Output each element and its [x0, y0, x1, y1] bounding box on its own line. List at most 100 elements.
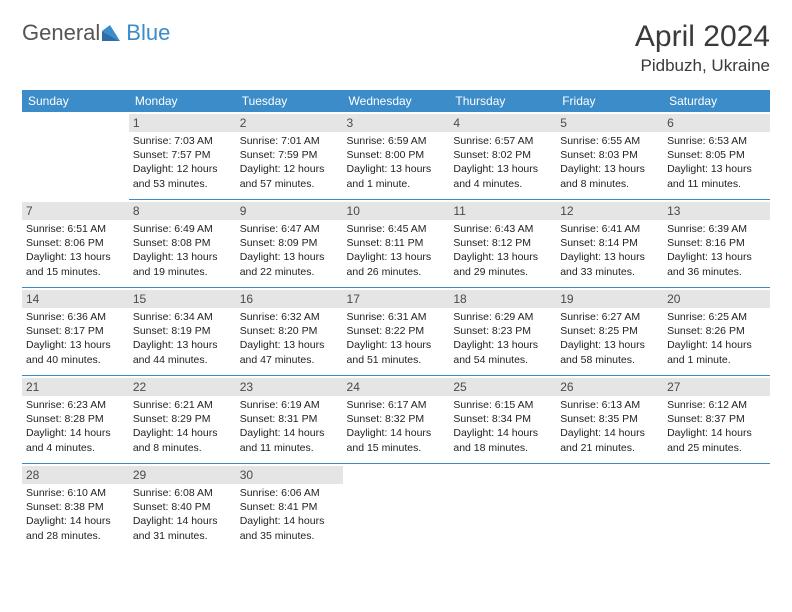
calendar-cell: 26Sunrise: 6:13 AMSunset: 8:35 PMDayligh… [556, 376, 663, 464]
day-info: Sunrise: 6:43 AMSunset: 8:12 PMDaylight:… [453, 222, 552, 279]
month-title: April 2024 [635, 20, 770, 54]
daylight-text: Daylight: 14 hours and 8 minutes. [133, 426, 232, 454]
day-cell: 18Sunrise: 6:29 AMSunset: 8:23 PMDayligh… [449, 288, 556, 376]
sunrise-text: Sunrise: 6:53 AM [667, 134, 766, 148]
calendar-cell: 27Sunrise: 6:12 AMSunset: 8:37 PMDayligh… [663, 376, 770, 464]
calendar-cell: 8Sunrise: 6:49 AMSunset: 8:08 PMDaylight… [129, 200, 236, 288]
day-info: Sunrise: 6:06 AMSunset: 8:41 PMDaylight:… [240, 486, 339, 543]
daylight-text: Daylight: 13 hours and 33 minutes. [560, 250, 659, 278]
day-cell [343, 464, 450, 552]
day-cell: 17Sunrise: 6:31 AMSunset: 8:22 PMDayligh… [343, 288, 450, 376]
daylight-text: Daylight: 13 hours and 40 minutes. [26, 338, 125, 366]
day-number: 2 [236, 114, 343, 132]
weekday-friday: Friday [556, 90, 663, 112]
calendar-cell: 30 Sunrise: 6:06 AMSunset: 8:41 PMDayligh… [236, 464, 343, 552]
day-cell: 4Sunrise: 6:57 AMSunset: 8:02 PMDaylight… [449, 112, 556, 200]
calendar-cell: 24Sunrise: 6:17 AMSunset: 8:32 PMDayligh… [343, 376, 450, 464]
day-number: 25 [449, 378, 556, 396]
day-number: 23 [236, 378, 343, 396]
calendar-cell: 17Sunrise: 6:31 AMSunset: 8:22 PMDayligh… [343, 288, 450, 376]
sunset-text: Sunset: 8:35 PM [560, 412, 659, 426]
day-cell: 6Sunrise: 6:53 AMSunset: 8:05 PMDaylight… [663, 112, 770, 200]
day-cell: 7Sunrise: 6:51 AMSunset: 8:06 PMDaylight… [22, 200, 129, 288]
sunset-text: Sunset: 8:23 PM [453, 324, 552, 338]
weekday-monday: Monday [129, 90, 236, 112]
daylight-text: Daylight: 13 hours and 11 minutes. [667, 162, 766, 190]
title-block: April 2024 Pidbuzh, Ukraine [635, 20, 770, 76]
sunset-text: Sunset: 8:17 PM [26, 324, 125, 338]
calendar-cell: 20Sunrise: 6:25 AMSunset: 8:26 PMDayligh… [663, 288, 770, 376]
day-cell [663, 464, 770, 552]
day-info: Sunrise: 6:49 AMSunset: 8:08 PMDaylight:… [133, 222, 232, 279]
calendar-cell [449, 464, 556, 552]
calendar-cell: 2 Sunrise: 7:01 AMSunset: 7:59 PMDaylight… [236, 112, 343, 200]
weekday-thursday: Thursday [449, 90, 556, 112]
sunrise-text: Sunrise: 6:32 AM [240, 310, 339, 324]
day-info: Sunrise: 6:55 AMSunset: 8:03 PMDaylight:… [560, 134, 659, 191]
calendar-cell [556, 464, 663, 552]
day-cell: 11 Sunrise: 6:43 AMSunset: 8:12 PMDayligh… [449, 200, 556, 288]
day-cell: 3Sunrise: 6:59 AMSunset: 8:00 PMDaylight… [343, 112, 450, 200]
day-cell: 28Sunrise: 6:10 AMSunset: 8:38 PMDayligh… [22, 464, 129, 552]
day-cell: 14 Sunrise: 6:36 AMSunset: 8:17 PMDayligh… [22, 288, 129, 376]
weekday-tuesday: Tuesday [236, 90, 343, 112]
day-number: 14 [22, 290, 129, 308]
day-number: 5 [556, 114, 663, 132]
day-cell: 23 Sunrise: 6:19 AMSunset: 8:31 PMDayligh… [236, 376, 343, 464]
sunrise-text: Sunrise: 6:55 AM [560, 134, 659, 148]
calendar-cell: 11 Sunrise: 6:43 AMSunset: 8:12 PMDayligh… [449, 200, 556, 288]
logo-text-blue: Blue [126, 20, 170, 46]
sunset-text: Sunset: 8:19 PM [133, 324, 232, 338]
day-info: Sunrise: 6:53 AMSunset: 8:05 PMDaylight:… [667, 134, 766, 191]
day-number: 24 [343, 378, 450, 396]
calendar-cell [663, 464, 770, 552]
day-cell: 16Sunrise: 6:32 AMSunset: 8:20 PMDayligh… [236, 288, 343, 376]
day-info: Sunrise: 6:27 AMSunset: 8:25 PMDaylight:… [560, 310, 659, 367]
sunset-text: Sunset: 8:08 PM [133, 236, 232, 250]
day-info: Sunrise: 6:19 AMSunset: 8:31 PMDaylight:… [240, 398, 339, 455]
day-cell: 12Sunrise: 6:41 AMSunset: 8:14 PMDayligh… [556, 200, 663, 288]
day-info: Sunrise: 6:08 AMSunset: 8:40 PMDaylight:… [133, 486, 232, 543]
day-cell: 5 Sunrise: 6:55 AMSunset: 8:03 PMDaylight… [556, 112, 663, 200]
sunrise-text: Sunrise: 6:49 AM [133, 222, 232, 236]
sunset-text: Sunset: 8:16 PM [667, 236, 766, 250]
day-number: 1 [129, 114, 236, 132]
calendar-cell: 29Sunrise: 6:08 AMSunset: 8:40 PMDayligh… [129, 464, 236, 552]
day-number: 30 [236, 466, 343, 484]
weekday-saturday: Saturday [663, 90, 770, 112]
calendar-row: 14 Sunrise: 6:36 AMSunset: 8:17 PMDayligh… [22, 288, 770, 376]
sunrise-text: Sunrise: 6:36 AM [26, 310, 125, 324]
day-info: Sunrise: 6:51 AMSunset: 8:06 PMDaylight:… [26, 222, 125, 279]
sunset-text: Sunset: 8:02 PM [453, 148, 552, 162]
sunrise-text: Sunrise: 6:41 AM [560, 222, 659, 236]
day-cell [449, 464, 556, 552]
calendar-cell: 6Sunrise: 6:53 AMSunset: 8:05 PMDaylight… [663, 112, 770, 200]
day-number: 12 [556, 202, 663, 220]
day-number: 20 [663, 290, 770, 308]
day-info: Sunrise: 7:01 AMSunset: 7:59 PMDaylight:… [240, 134, 339, 191]
day-number: 19 [556, 290, 663, 308]
sunrise-text: Sunrise: 7:03 AM [133, 134, 232, 148]
calendar-cell: 21Sunrise: 6:23 AMSunset: 8:28 PMDayligh… [22, 376, 129, 464]
day-cell: 21Sunrise: 6:23 AMSunset: 8:28 PMDayligh… [22, 376, 129, 464]
logo: General Blue [22, 20, 170, 46]
day-info: Sunrise: 6:34 AMSunset: 8:19 PMDaylight:… [133, 310, 232, 367]
sunset-text: Sunset: 8:34 PM [453, 412, 552, 426]
sunrise-text: Sunrise: 6:12 AM [667, 398, 766, 412]
calendar-table: Sunday Monday Tuesday Wednesday Thursday… [22, 90, 770, 552]
day-number: 27 [663, 378, 770, 396]
sunset-text: Sunset: 8:11 PM [347, 236, 446, 250]
sunset-text: Sunset: 8:31 PM [240, 412, 339, 426]
day-info: Sunrise: 6:23 AMSunset: 8:28 PMDaylight:… [26, 398, 125, 455]
sunrise-text: Sunrise: 6:51 AM [26, 222, 125, 236]
day-info: Sunrise: 6:31 AMSunset: 8:22 PMDaylight:… [347, 310, 446, 367]
sunrise-text: Sunrise: 7:01 AM [240, 134, 339, 148]
day-number: 11 [449, 202, 556, 220]
day-cell [556, 464, 663, 552]
daylight-text: Daylight: 13 hours and 8 minutes. [560, 162, 659, 190]
day-info: Sunrise: 6:45 AMSunset: 8:11 PMDaylight:… [347, 222, 446, 279]
sunset-text: Sunset: 8:20 PM [240, 324, 339, 338]
weekday-sunday: Sunday [22, 90, 129, 112]
sunset-text: Sunset: 7:57 PM [133, 148, 232, 162]
sunset-text: Sunset: 8:41 PM [240, 500, 339, 514]
